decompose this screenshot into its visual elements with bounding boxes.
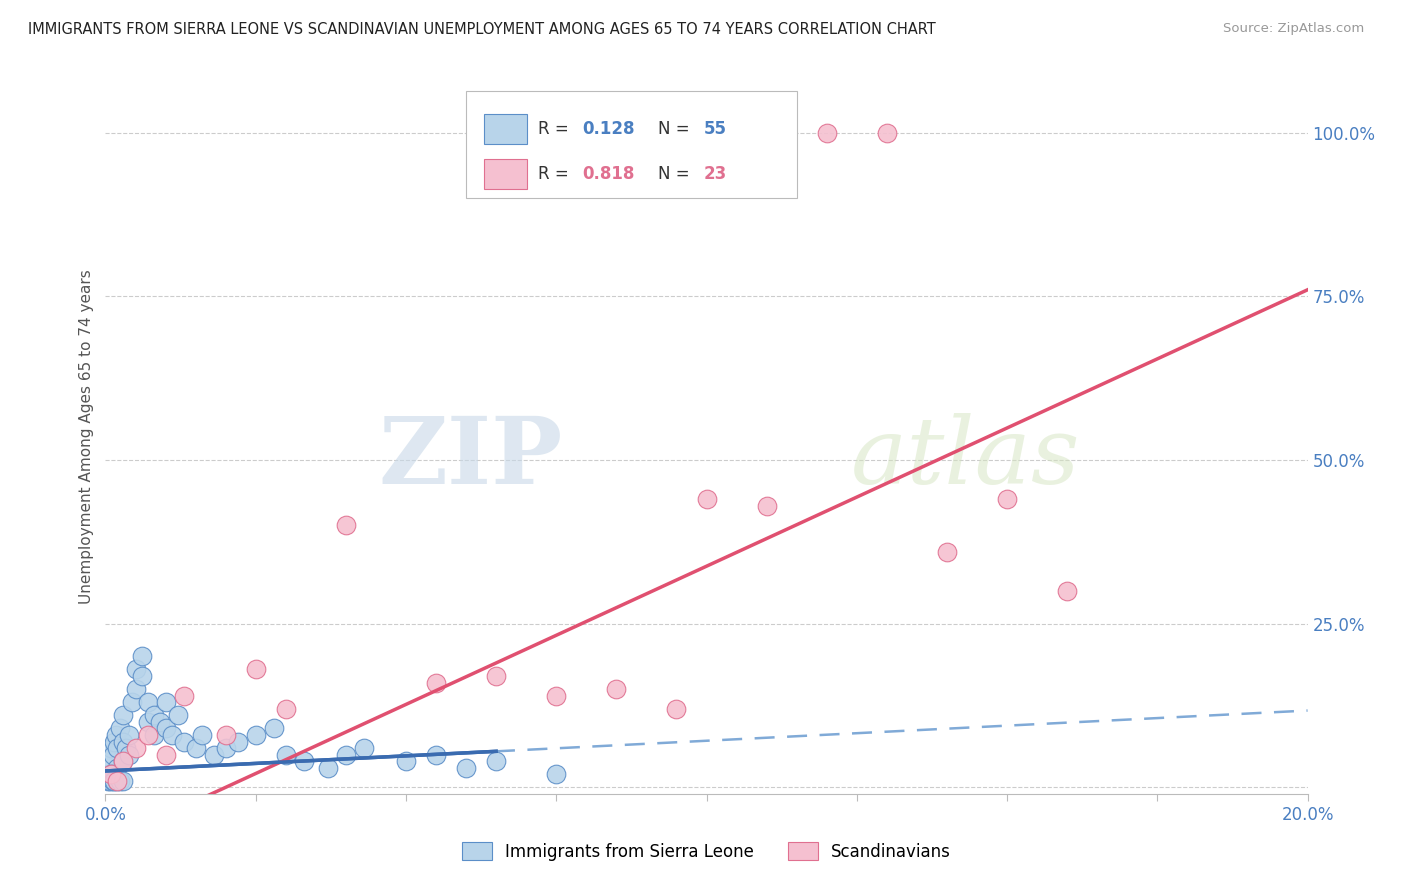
Point	[103, 773, 125, 788]
Point	[184, 741, 207, 756]
Point	[160, 728, 183, 742]
FancyBboxPatch shape	[484, 160, 527, 189]
Point	[335, 518, 357, 533]
Text: R =: R =	[538, 120, 574, 137]
Point	[755, 499, 778, 513]
Text: N =: N =	[658, 120, 696, 137]
Text: ZIP: ZIP	[378, 414, 562, 503]
Point	[118, 747, 141, 762]
Point	[202, 747, 225, 762]
Point	[292, 754, 315, 768]
Point	[100, 767, 122, 781]
Point	[103, 734, 125, 748]
Point	[110, 773, 132, 788]
Point	[112, 754, 135, 768]
Point	[316, 761, 339, 775]
Point	[98, 773, 121, 788]
Point	[425, 675, 447, 690]
Point	[454, 761, 477, 775]
Point	[118, 728, 141, 742]
Point	[166, 708, 188, 723]
Text: atlas: atlas	[851, 414, 1080, 503]
Point	[110, 722, 132, 736]
Point	[214, 741, 236, 756]
FancyBboxPatch shape	[465, 91, 797, 198]
Point	[142, 708, 165, 723]
Point	[425, 747, 447, 762]
Point	[100, 767, 122, 781]
Point	[546, 767, 568, 781]
FancyBboxPatch shape	[484, 114, 527, 144]
Point	[696, 492, 718, 507]
Point	[274, 702, 297, 716]
Legend: Immigrants from Sierra Leone, Scandinavians: Immigrants from Sierra Leone, Scandinavi…	[456, 836, 957, 868]
Y-axis label: Unemployment Among Ages 65 to 74 years: Unemployment Among Ages 65 to 74 years	[79, 269, 94, 605]
Point	[155, 722, 177, 736]
Point	[245, 663, 267, 677]
Point	[1056, 583, 1078, 598]
Point	[485, 669, 508, 683]
Point	[995, 492, 1018, 507]
Point	[131, 649, 153, 664]
Point	[105, 728, 128, 742]
Point	[335, 747, 357, 762]
Point	[245, 728, 267, 742]
Point	[124, 663, 146, 677]
Point	[124, 741, 146, 756]
Point	[173, 689, 195, 703]
Point	[107, 741, 129, 756]
Point	[97, 767, 120, 781]
Point	[605, 682, 627, 697]
Point	[353, 741, 375, 756]
Point	[214, 728, 236, 742]
Point	[155, 695, 177, 709]
Point	[226, 734, 249, 748]
Point	[190, 728, 212, 742]
Point	[100, 754, 122, 768]
Point	[173, 734, 195, 748]
Point	[546, 689, 568, 703]
Point	[936, 544, 959, 558]
Text: R =: R =	[538, 166, 574, 184]
Point	[112, 734, 135, 748]
Point	[815, 126, 838, 140]
Point	[155, 747, 177, 762]
Text: N =: N =	[658, 166, 696, 184]
Point	[100, 741, 122, 756]
Point	[101, 773, 124, 788]
Point	[142, 728, 165, 742]
Point	[107, 773, 129, 788]
Text: 0.818: 0.818	[582, 166, 636, 184]
Point	[274, 747, 297, 762]
Point	[395, 754, 418, 768]
Point	[131, 669, 153, 683]
Point	[124, 682, 146, 697]
Point	[107, 761, 129, 775]
Point	[112, 754, 135, 768]
Text: 23: 23	[704, 166, 727, 184]
Point	[112, 773, 135, 788]
Text: 55: 55	[704, 120, 727, 137]
Text: IMMIGRANTS FROM SIERRA LEONE VS SCANDINAVIAN UNEMPLOYMENT AMONG AGES 65 TO 74 YE: IMMIGRANTS FROM SIERRA LEONE VS SCANDINA…	[28, 22, 936, 37]
Point	[665, 702, 688, 716]
Point	[121, 695, 143, 709]
Point	[112, 708, 135, 723]
Point	[107, 773, 129, 788]
Point	[485, 754, 508, 768]
Point	[101, 747, 124, 762]
Point	[148, 714, 170, 729]
Point	[136, 714, 159, 729]
Point	[115, 741, 138, 756]
Point	[136, 695, 159, 709]
Point	[876, 126, 898, 140]
Point	[263, 722, 285, 736]
Text: 0.128: 0.128	[582, 120, 636, 137]
Point	[136, 728, 159, 742]
Point	[97, 773, 120, 788]
Text: Source: ZipAtlas.com: Source: ZipAtlas.com	[1223, 22, 1364, 36]
